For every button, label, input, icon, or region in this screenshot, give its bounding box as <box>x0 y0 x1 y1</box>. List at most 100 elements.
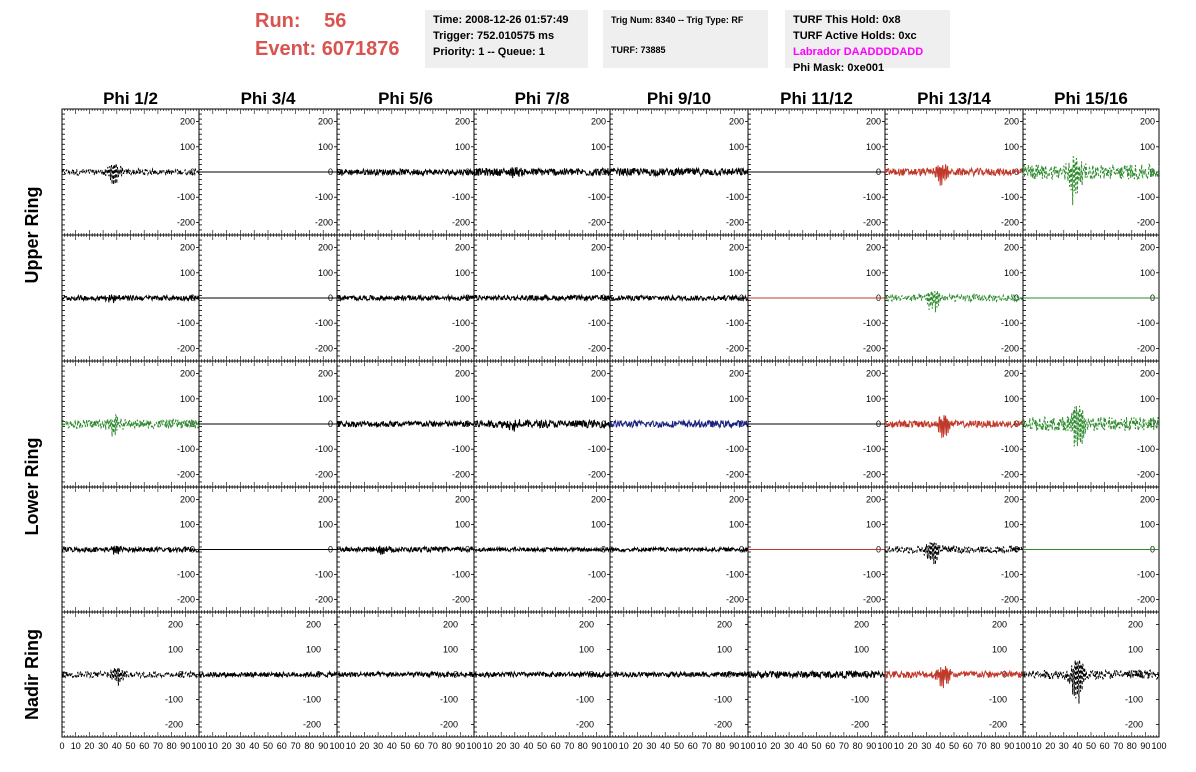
y-tick-label: 200 <box>1140 495 1155 505</box>
y-tick-label: -100 <box>177 192 195 202</box>
y-tick-label: -200 <box>452 595 470 605</box>
y-tick-label: -200 <box>165 720 183 730</box>
y-tick-label: 200 <box>729 369 744 379</box>
y-tick-label: 200 <box>1004 495 1019 505</box>
ring-label: Upper Ring <box>22 187 42 284</box>
y-tick-label: -100 <box>452 192 470 202</box>
waveform-trace <box>61 413 200 437</box>
waveform-trace <box>884 164 1024 186</box>
y-tick-label: -100 <box>177 318 195 328</box>
y-tick-label: -200 <box>177 343 195 353</box>
y-tick-label: 200 <box>318 495 333 505</box>
labrador-text: Labrador DAADDDDADD <box>793 46 924 58</box>
y-tick-label: 0 <box>1150 419 1155 429</box>
y-tick-label: 100 <box>729 142 744 152</box>
y-tick-label: 100 <box>455 268 470 278</box>
y-tick-label: 200 <box>1140 117 1155 127</box>
y-tick-label: -200 <box>1001 595 1019 605</box>
y-tick-label: -100 <box>1001 444 1019 454</box>
y-tick-label: 200 <box>180 369 195 379</box>
y-tick-label: -100 <box>177 570 195 580</box>
y-tick-label: 100 <box>729 394 744 404</box>
y-tick-label: -100 <box>1137 570 1155 580</box>
y-tick-label: 100 <box>180 394 195 404</box>
y-tick-label: 100 <box>1140 268 1155 278</box>
y-tick-label: 100 <box>591 142 606 152</box>
y-tick-label: 200 <box>1004 243 1019 253</box>
waveform-trace <box>1022 156 1160 206</box>
y-tick-label: 100 <box>180 520 195 530</box>
y-tick-label: -100 <box>863 192 881 202</box>
y-tick-label: -200 <box>452 469 470 479</box>
y-tick-label: 100 <box>866 268 881 278</box>
y-tick-label: -200 <box>452 217 470 227</box>
y-tick-label: -200 <box>177 469 195 479</box>
waveform-trace <box>336 670 475 679</box>
y-tick-label: 100 <box>591 268 606 278</box>
y-tick-label: -200 <box>1137 595 1155 605</box>
y-tick-label: -100 <box>1001 192 1019 202</box>
column-title: Phi 11/12 <box>780 89 853 108</box>
y-tick-label: 200 <box>866 495 881 505</box>
y-tick-label: -200 <box>440 720 458 730</box>
y-tick-label: -200 <box>863 469 881 479</box>
y-tick-label: 100 <box>1004 394 1019 404</box>
waveform-trace <box>336 167 475 177</box>
y-tick-label: -100 <box>1137 444 1155 454</box>
y-tick-label: 100 <box>168 645 183 655</box>
y-tick-label: 100 <box>1004 520 1019 530</box>
y-tick-label: -100 <box>452 570 470 580</box>
run-value: 56 <box>324 10 347 32</box>
info-box-trig: Trig Num: 8340 -- Trig Type: RF TURF: 73… <box>603 10 768 68</box>
y-tick-label: -100 <box>863 570 881 580</box>
y-tick-label: -100 <box>863 318 881 328</box>
waveform-trace <box>336 545 475 555</box>
y-tick-label: -100 <box>440 695 458 705</box>
y-tick-label: 200 <box>729 117 744 127</box>
y-tick-label: -100 <box>177 444 195 454</box>
y-tick-label: 100 <box>318 520 333 530</box>
turf-hold-text: TURF This Hold: 0x8 <box>793 14 901 26</box>
y-tick-label: -200 <box>303 720 321 730</box>
waveform-trace <box>473 166 611 179</box>
y-tick-label: -100 <box>315 570 333 580</box>
waveform-trace <box>884 290 1024 313</box>
time-text: Time: 2008-12-26 01:57:49 <box>433 14 569 26</box>
waveform-trace <box>609 293 749 303</box>
y-tick-label: -100 <box>1001 570 1019 580</box>
y-tick-label: 100 <box>866 394 881 404</box>
y-tick-label: -200 <box>863 343 881 353</box>
column-title: Phi 15/16 <box>1054 89 1128 108</box>
y-tick-label: 0 <box>1014 167 1019 177</box>
y-tick-label: 100 <box>455 394 470 404</box>
waveform-trace <box>61 293 200 304</box>
y-tick-label: -200 <box>177 595 195 605</box>
y-tick-label: 100 <box>318 142 333 152</box>
y-tick-label: 0 <box>190 167 195 177</box>
trigger-text: Trigger: 752.010575 ms <box>433 30 555 42</box>
y-tick-label: 200 <box>168 620 183 630</box>
y-tick-label: 200 <box>180 117 195 127</box>
y-tick-label: 100 <box>729 268 744 278</box>
y-tick-label: 0 <box>1014 545 1019 555</box>
y-tick-label: -200 <box>588 217 606 227</box>
y-tick-label: 0 <box>1014 293 1019 303</box>
y-tick-label: 100 <box>866 142 881 152</box>
y-tick-label: -100 <box>726 444 744 454</box>
y-tick-label: 200 <box>318 117 333 127</box>
y-tick-label: 200 <box>443 620 458 630</box>
y-tick-label: 200 <box>866 117 881 127</box>
y-tick-label: 200 <box>455 369 470 379</box>
y-tick-label: -200 <box>1001 343 1019 353</box>
waveform-trace <box>473 418 611 432</box>
y-tick-label: 200 <box>306 620 321 630</box>
event-value: 6071876 <box>321 38 400 60</box>
y-tick-label: -100 <box>588 318 606 328</box>
y-tick-label: 100 <box>1004 268 1019 278</box>
y-tick-label: -200 <box>726 469 744 479</box>
y-tick-label: 200 <box>729 495 744 505</box>
y-tick-label: -100 <box>588 192 606 202</box>
y-tick-label: 200 <box>1004 369 1019 379</box>
y-tick-label: 200 <box>180 495 195 505</box>
